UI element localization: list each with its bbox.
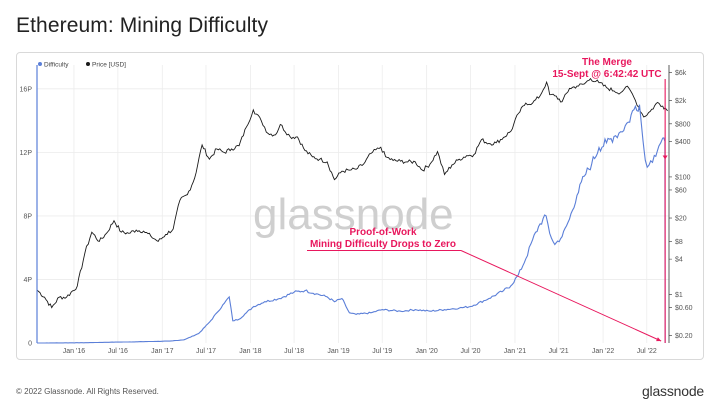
x-tick-label: Jan '16 <box>63 348 85 355</box>
x-tick-label: Jan '18 <box>239 348 261 355</box>
y-right-tick-label: $1 <box>675 292 683 299</box>
x-tick-label: Jan '21 <box>504 348 526 355</box>
y-left-tick-label: 0 <box>28 341 32 348</box>
grid-lines <box>37 65 669 343</box>
x-tick-label: Jan '20 <box>415 348 437 355</box>
y-right-tick-label: $100 <box>675 174 691 181</box>
chart-panel: glassnode Jan '16 Jul '16 Jan '17 Jul '17 Ja… <box>16 52 704 360</box>
x-tick-label: Jul '16 <box>108 348 128 355</box>
pow-annotation-subtitle: Mining Difficulty Drops to Zero <box>310 239 456 250</box>
y-left-tick-label: 8P <box>23 213 32 220</box>
y-left-tick-label: 16P <box>20 86 33 93</box>
x-tick-label: Jul '18 <box>284 348 304 355</box>
series-layer <box>36 77 668 344</box>
merge-annotation-title: The Merge <box>582 57 632 68</box>
chart-svg: glassnode Jan '16 Jul '16 Jan '17 Jul '17 Ja… <box>20 57 693 355</box>
glassnode-logo[interactable]: glassnode <box>641 383 704 399</box>
y-right-tick-label: $400 <box>675 139 691 146</box>
legend-label-difficulty: Difficulty <box>44 61 69 68</box>
x-tick-label: Jul '22 <box>637 348 657 355</box>
y-right-tick-label: $2k <box>675 98 687 105</box>
y-left-tick-label: 4P <box>23 277 32 284</box>
legend-swatch-difficulty <box>38 62 42 66</box>
difficulty-series-line <box>37 104 666 344</box>
legend-label-price: Price [USD] <box>92 61 126 68</box>
chart-legend[interactable]: Difficulty Price [USD] <box>38 61 126 68</box>
y-right-tick-label: $0.60 <box>675 305 693 312</box>
y-left-tick-label: 12P <box>20 150 33 157</box>
y-right-tick-label: $20 <box>675 216 687 223</box>
axis-layer: Jan '16 Jul '16 Jan '17 Jul '17 Jan '18 Jul '… <box>20 65 693 355</box>
x-tick-label: Jan '19 <box>327 348 349 355</box>
y-right-tick-label: $800 <box>675 121 691 128</box>
merge-arrowhead <box>662 155 668 160</box>
x-tick-label: Jul '19 <box>372 348 392 355</box>
x-tick-label: Jul '21 <box>549 348 569 355</box>
y-right-tick-label: $60 <box>675 187 687 194</box>
x-tick-label: Jan '22 <box>592 348 614 355</box>
pow-annotation-arrowhead <box>656 337 662 342</box>
y-right-tick-label: $4 <box>675 257 683 264</box>
x-tick-label: Jan '17 <box>151 348 173 355</box>
legend-swatch-price <box>86 62 90 66</box>
pow-annotation-title: Proof-of-Work <box>349 227 416 238</box>
copyright-text: © 2022 Glassnode. All Rights Reserved. <box>16 387 159 396</box>
y-right-tick-label: $8 <box>675 239 683 246</box>
y-right-tick-label: $6k <box>675 70 687 77</box>
page-title: Ethereum: Mining Difficulty <box>16 14 269 37</box>
watermark-text: glassnode <box>253 190 454 239</box>
x-tick-label: Jul '17 <box>196 348 216 355</box>
pow-annotation-arrow-line <box>460 250 662 342</box>
price-series-line <box>36 77 668 309</box>
merge-annotation-date: 15-Sept @ 6:42:42 UTC <box>552 69 661 80</box>
y-right-tick-label: $0.20 <box>675 333 693 340</box>
x-tick-label: Jul '20 <box>461 348 481 355</box>
